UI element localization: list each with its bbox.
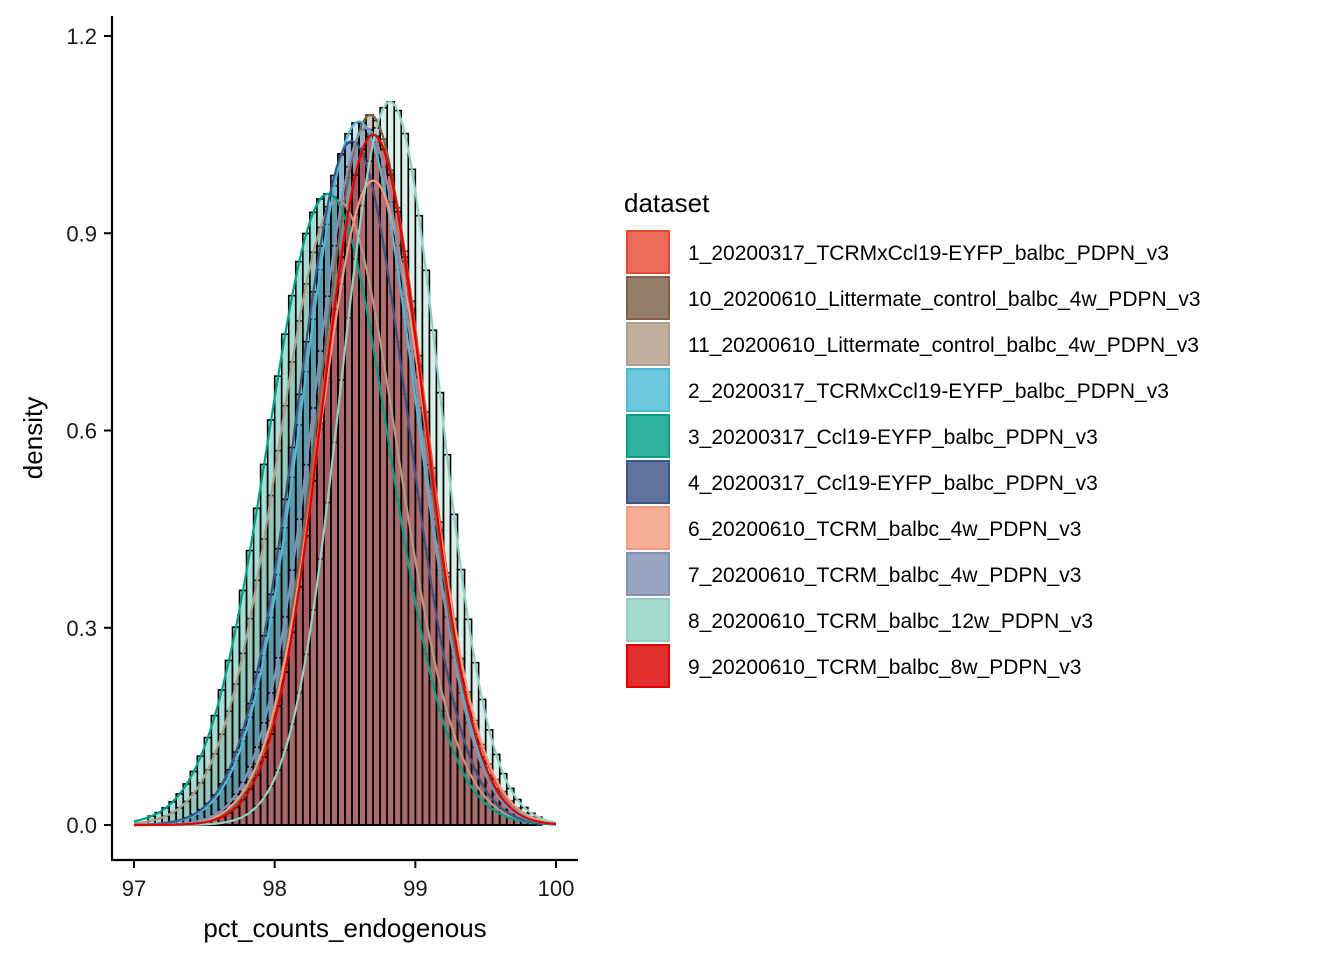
legend-title: dataset: [624, 188, 710, 218]
hist-bar: [309, 480, 318, 826]
hist-bar: [365, 135, 374, 826]
y-tick-label: 0.6: [66, 419, 97, 444]
legend-label: 7_20200610_TCRM_balbc_4w_PDPN_v3: [688, 564, 1081, 587]
x-axis-title: pct_counts_endogenous: [203, 913, 486, 943]
legend-swatch: [626, 414, 670, 458]
y-tick-label: 0.0: [66, 813, 97, 838]
x-tick-label: 98: [262, 876, 286, 901]
legend-label: 1_20200317_TCRMxCcl19-EYFP_balbc_PDPN_v3: [688, 242, 1169, 265]
density-curve: [133, 140, 557, 826]
legend-label: 2_20200317_TCRMxCcl19-EYFP_balbc_PDPN_v3: [688, 380, 1169, 403]
legend-swatch: [626, 276, 670, 320]
hist-bar: [316, 422, 325, 826]
density-curve: [133, 199, 557, 826]
density-curve: [133, 192, 557, 826]
hist-bar: [323, 364, 332, 826]
x-ticks: 97 98 99 100: [122, 860, 575, 901]
y-axis-title: density: [18, 397, 48, 479]
legend-swatch: [626, 460, 670, 504]
density-curve: [133, 126, 557, 827]
y-tick-label: 1.2: [66, 24, 97, 49]
legend: dataset 1_20200317_TCRMxCcl19-EYFP_balbc…: [624, 188, 1201, 688]
x-tick-label: 100: [538, 876, 575, 901]
density-curve: [134, 100, 557, 827]
legend-swatch: [626, 644, 670, 688]
legend-swatch: [626, 552, 670, 596]
legend-label: 3_20200317_Ccl19-EYFP_balbc_PDPN_v3: [688, 426, 1098, 449]
axes: [110, 16, 578, 862]
legend-swatch: [626, 506, 670, 550]
hist-bar: [301, 535, 311, 826]
density-curves: [133, 100, 557, 827]
legend-swatch: [626, 230, 670, 274]
hist-bar: [337, 256, 346, 826]
legend-swatch: [626, 598, 670, 642]
legend-swatch: [626, 368, 670, 412]
hist-bar: [330, 308, 339, 826]
histogram-bars: [147, 101, 543, 826]
hist-bar: [259, 756, 269, 826]
legend-label: 4_20200317_Ccl19-EYFP_balbc_PDPN_v3: [688, 472, 1098, 495]
density-curve: [134, 179, 557, 827]
y-tick-label: 0.9: [66, 221, 97, 246]
density-curve: [134, 133, 557, 827]
legend-label: 10_20200610_Littermate_control_balbc_4w_…: [688, 288, 1201, 311]
legend-label: 6_20200610_TCRM_balbc_4w_PDPN_v3: [688, 518, 1081, 541]
y-tick-label: 0.3: [66, 616, 97, 641]
legend-label: 11_20200610_Littermate_control_balbc_4w_…: [688, 334, 1199, 357]
y-ticks: 0.0 0.3 0.6 0.9 1.2: [66, 24, 112, 838]
legend-label: 9_20200610_TCRM_balbc_8w_PDPN_v3: [688, 656, 1081, 679]
x-tick-label: 97: [122, 876, 146, 901]
legend-label: 8_20200610_TCRM_balbc_12w_PDPN_v3: [688, 610, 1093, 633]
legend-swatch: [626, 322, 670, 366]
x-tick-label: 99: [403, 876, 427, 901]
hist-bar: [372, 135, 381, 826]
legend-items: 1_20200317_TCRMxCcl19-EYFP_balbc_PDPN_v3…: [626, 230, 1201, 688]
